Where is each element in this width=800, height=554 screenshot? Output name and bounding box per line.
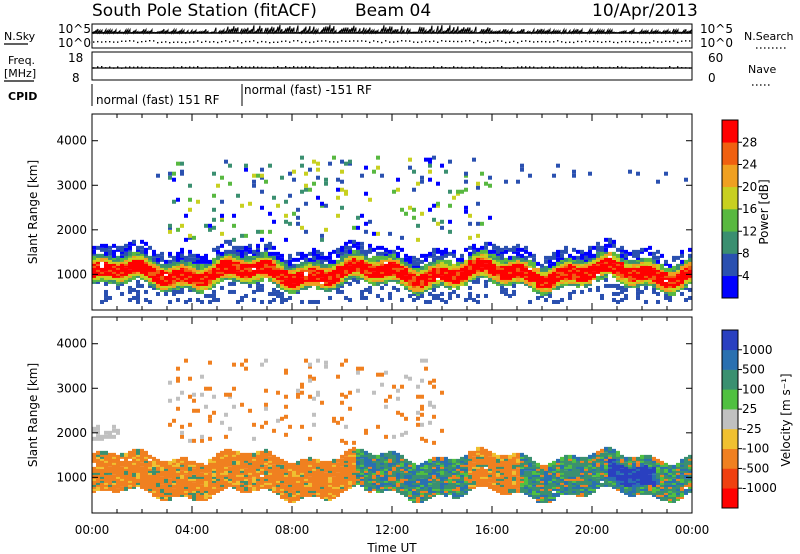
x-tick-label: 16:00 — [475, 523, 510, 537]
velocity-ylabel: Slant Range [km] — [26, 363, 40, 467]
cpid-label: CPID — [8, 90, 37, 103]
colorbar-tick-label: 20 — [742, 180, 757, 194]
nsearch-trace — [93, 40, 691, 44]
y-tick-label: 3000 — [56, 381, 87, 395]
beam-title: Beam 04 — [355, 1, 431, 21]
y-tick-label: 4000 — [56, 134, 87, 148]
nave-tick-high: 60 — [708, 51, 723, 65]
cpid-segment-1: normal (fast) 151 RF — [96, 93, 220, 107]
colorbar-tick-label: 12 — [742, 224, 757, 238]
power-data — [92, 155, 692, 304]
y-tick-label: 4000 — [56, 337, 87, 351]
y-tick-label: 2000 — [56, 426, 87, 440]
colorbar-tick-label: 24 — [742, 158, 757, 172]
freq-tick-high: 18 — [68, 51, 83, 65]
nave-label: Nave — [748, 63, 776, 76]
y-tick-label: 1000 — [56, 470, 87, 484]
x-tick-label: 20:00 — [575, 523, 610, 537]
velocity-colorbar-label: Velocity [m s⁻¹] — [779, 373, 793, 466]
cpid-segment-2: normal (fast) -151 RF — [244, 83, 372, 97]
nsearch-tick-high: 10^5 — [700, 22, 733, 36]
nsky-tick-high: 10^5 — [58, 22, 91, 36]
nsearch-tick-low: 10^0 — [700, 36, 733, 50]
date-title: 10/Apr/2013 — [592, 1, 698, 21]
colorbar-tick-label: 100 — [742, 382, 765, 396]
freq-tick-low: 8 — [72, 71, 80, 85]
x-axis-title: Time UT — [366, 541, 417, 554]
nave-tick-low: 0 — [708, 71, 716, 85]
freq-label-2: [MHz] — [4, 67, 36, 80]
nsearch-label: N.Search — [744, 30, 794, 43]
x-tick-label: 00:00 — [75, 523, 110, 537]
colorbar-tick-label: -1000 — [742, 481, 777, 495]
nsky-panel: 10^5 10^0 10^5 10^0 N.Sky N.Search — [4, 22, 794, 50]
power-ylabel: Slant Range [km] — [26, 160, 40, 264]
power-colorbar-label: Power [dB] — [757, 179, 771, 244]
colorbar-tick-label: 25 — [742, 402, 757, 416]
colorbar-tick-label: 16 — [742, 202, 757, 216]
colorbar-tick-label: 1000 — [742, 343, 773, 357]
y-tick-label: 2000 — [56, 223, 87, 237]
power-y-ticks: 1000 2000 3000 4000 — [56, 134, 692, 281]
velocity-x-ticks — [91, 317, 693, 513]
colorbar-tick-label: 500 — [742, 363, 765, 377]
colorbar-tick-label: 8 — [742, 247, 750, 261]
x-tick-labels: 00:00 04:00 08:00 12:00 16:00 20:00 00:00 — [75, 523, 710, 537]
colorbar-tick-label: 28 — [742, 135, 757, 149]
x-tick-label: 04:00 — [175, 523, 210, 537]
station-title: South Pole Station (fitACF) — [92, 1, 317, 21]
nsky-label: N.Sky — [4, 30, 36, 43]
colorbar-tick-label: 4 — [742, 269, 750, 283]
power-colorbar: 4 8 12 16 20 24 28 — [721, 119, 757, 299]
y-tick-label: 1000 — [56, 267, 87, 281]
nsky-trace — [91, 24, 693, 36]
nsky-tick-low: 10^0 — [58, 36, 91, 50]
x-tick-label: 12:00 — [375, 523, 410, 537]
nave-trace — [93, 66, 691, 69]
colorbar-tick-label: -500 — [742, 461, 769, 475]
freq-panel: 18 8 60 0 Freq. [MHz] Nave — [4, 51, 776, 86]
power-panel: 1000 2000 3000 4000 Slant Range [km] 4 8 12 16… — [26, 113, 771, 311]
y-tick-label: 3000 — [56, 178, 87, 192]
colorbar-tick-label: -100 — [742, 442, 769, 456]
velocity-data — [92, 358, 692, 503]
x-tick-label: 08:00 — [275, 523, 310, 537]
power-x-ticks — [91, 114, 693, 310]
freq-label-1: Freq. — [8, 54, 35, 67]
velocity-y-ticks: 1000 2000 3000 4000 — [56, 337, 692, 484]
colorbar-tick-label: -25 — [742, 422, 762, 436]
velocity-colorbar: -1000 -500 -100 -25 25 100 500 1000 — [721, 329, 777, 509]
cpid-panel: CPID normal (fast) 151 RF normal (fast) … — [8, 83, 372, 107]
x-tick-label: 00:00 — [675, 523, 710, 537]
